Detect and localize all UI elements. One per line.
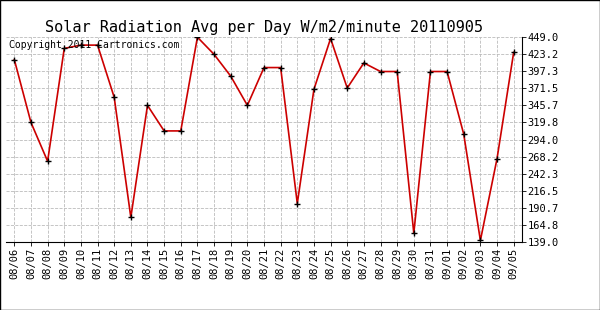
Text: Copyright 2011 Cartronics.com: Copyright 2011 Cartronics.com [8,40,179,50]
Title: Solar Radiation Avg per Day W/m2/minute 20110905: Solar Radiation Avg per Day W/m2/minute … [45,20,483,35]
